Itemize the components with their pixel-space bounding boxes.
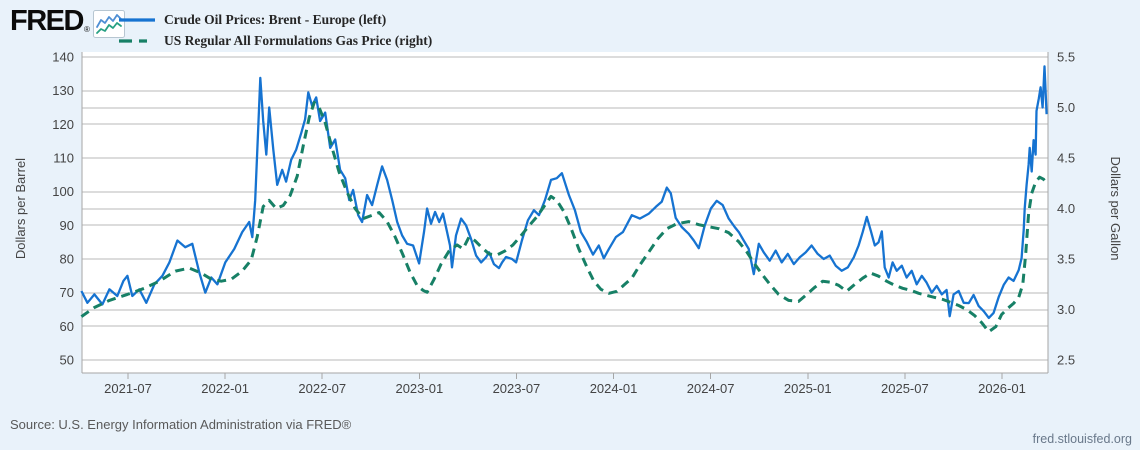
y-axis-right-tick-label: 5.5 xyxy=(1057,50,1075,65)
fred-logo-text: FRED xyxy=(10,5,84,37)
legend-label: US Regular All Formulations Gas Price (r… xyxy=(164,32,433,48)
y-axis-left-tick-label: 60 xyxy=(60,319,74,334)
x-axis-tick-label: 2025-01 xyxy=(784,381,832,396)
legend-row: US Regular All Formulations Gas Price (r… xyxy=(118,30,432,51)
y-axis-left-tick-label: 110 xyxy=(53,151,74,166)
x-axis-tick-label: 2025-07 xyxy=(881,381,929,396)
source-text: Source: U.S. Energy Information Administ… xyxy=(10,417,352,432)
y-axis-right-tick-label: 4.0 xyxy=(1057,201,1075,216)
legend-row: Crude Oil Prices: Brent - Europe (left) xyxy=(118,9,432,30)
dashed-line-swatch xyxy=(119,38,155,43)
sparkline-icon xyxy=(92,10,125,38)
left-axis-title: Dollars per Barrel xyxy=(13,158,28,259)
y-axis-left-tick-label: 100 xyxy=(52,184,74,199)
y-axis-right-tick-label: 4.5 xyxy=(1057,151,1075,166)
fred-site-link[interactable]: fred.stlouisfed.org xyxy=(1032,432,1132,446)
legend: Crude Oil Prices: Brent - Europe (left) U… xyxy=(118,9,432,51)
y-axis-left-tick-label: 80 xyxy=(60,252,74,267)
y-axis-right-tick-label: 3.5 xyxy=(1057,252,1075,267)
legend-label: Crude Oil Prices: Brent - Europe (left) xyxy=(164,11,387,27)
gas-price-line xyxy=(80,100,1048,334)
x-axis-tick-label: 2024-01 xyxy=(590,381,638,396)
x-axis-tick-label: 2024-07 xyxy=(687,381,735,396)
x-axis-tick-label: 2022-07 xyxy=(298,381,346,396)
brent-line xyxy=(80,65,1048,320)
y-axis-left-tick-label: 140 xyxy=(52,50,74,65)
y-axis-left-tick-label: 120 xyxy=(52,117,74,132)
x-axis-tick-label: 2026-01 xyxy=(978,381,1026,396)
y-axis-right-tick-label: 5.0 xyxy=(1057,100,1075,115)
y-axis-right-tick-label: 3.0 xyxy=(1057,302,1075,317)
y-axis-left-tick-label: 130 xyxy=(52,83,74,98)
solid-line-swatch xyxy=(119,17,155,22)
y-axis-left-tick-label: 70 xyxy=(60,285,74,300)
fred-logo: FRED ® xyxy=(10,7,125,38)
x-axis-tick-label: 2023-01 xyxy=(395,381,443,396)
plot-background xyxy=(82,52,1048,373)
y-axis-right-tick-label: 2.5 xyxy=(1057,353,1075,368)
y-axis-left-tick-label: 90 xyxy=(60,218,74,233)
x-axis-tick-label: 2023-07 xyxy=(493,381,541,396)
right-axis-title: Dollars per Gallon xyxy=(1108,156,1123,260)
registered-mark: ® xyxy=(83,25,90,34)
x-axis-tick-label: 2022-01 xyxy=(201,381,249,396)
y-axis-left-tick-label: 50 xyxy=(60,353,74,368)
x-axis-tick-label: 2021-07 xyxy=(104,381,152,396)
